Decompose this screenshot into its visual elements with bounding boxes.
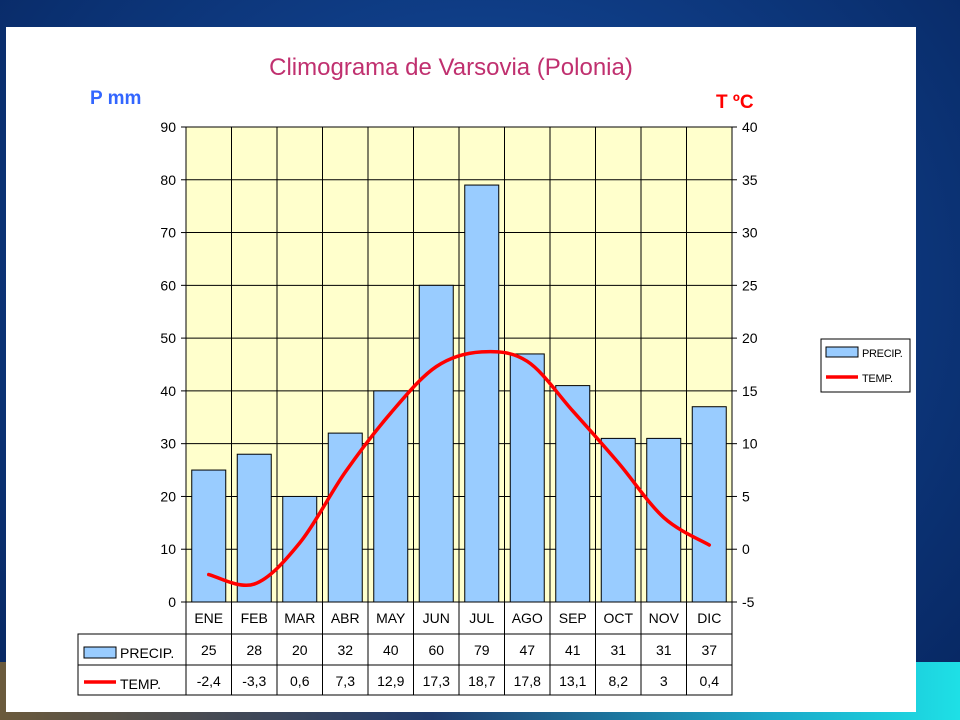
left-axis-tick-label: 10	[160, 541, 176, 557]
left-axis-title: P mm	[90, 88, 141, 109]
left-axis-tick-label: 80	[160, 172, 176, 188]
category-label-ago: AGO	[512, 610, 543, 626]
precip-value-dic: 37	[701, 642, 717, 658]
left-axis-tick-label: 90	[160, 119, 176, 135]
right-axis-tick-label: 5	[742, 488, 750, 504]
precip-value-ago: 47	[519, 642, 535, 658]
precip-bar-ago	[509, 353, 545, 603]
category-label-abr: ABR	[331, 610, 360, 626]
left-axis-tick-label: 0	[168, 594, 176, 610]
table-precip-label: PRECIP.	[120, 645, 174, 661]
category-label-jul: JUL	[469, 610, 494, 626]
legend-precip-label: PRECIP.	[862, 348, 903, 360]
precip-value-ene: 25	[201, 642, 217, 658]
temp-value-jun: 17,3	[423, 673, 450, 689]
precip-bar-abr	[327, 432, 363, 603]
temp-value-ene: -2,4	[197, 673, 221, 689]
left-axis-tick-label: 60	[160, 277, 176, 293]
category-label-ene: ENE	[194, 610, 223, 626]
precip-value-nov: 31	[656, 642, 672, 658]
right-axis-tick-label: 20	[742, 330, 758, 346]
precip-value-jul: 79	[474, 642, 490, 658]
category-label-feb: FEB	[241, 610, 268, 626]
right-axis-tick-label: 40	[742, 119, 758, 135]
category-label-mar: MAR	[284, 610, 315, 626]
left-axis-tick-label: 70	[160, 225, 176, 241]
left-axis-tick-label: 20	[160, 488, 176, 504]
temp-value-ago: 17,8	[514, 673, 541, 689]
left-axis-tick-label: 30	[160, 436, 176, 452]
left-axis-tick-label: 40	[160, 383, 176, 399]
table-precip-swatch	[83, 646, 117, 659]
temp-value-oct: 8,2	[609, 673, 629, 689]
right-axis-tick-label: 25	[742, 277, 758, 293]
precip-value-may: 40	[383, 642, 399, 658]
temp-value-may: 12,9	[377, 673, 404, 689]
temp-value-mar: 0,6	[290, 673, 310, 689]
temp-value-dic: 0,4	[700, 673, 720, 689]
table-temp-label: TEMP.	[120, 676, 161, 692]
precip-bar-nov	[646, 437, 682, 603]
precip-value-jun: 60	[428, 642, 444, 658]
climograph-chart: Climograma de Varsovia (Polonia) P mm T ºC…	[77, 54, 911, 696]
right-axis-tick-label: 10	[742, 436, 758, 452]
precip-value-oct: 31	[610, 642, 626, 658]
chart-title: Climograma de Varsovia (Polonia)	[269, 54, 633, 81]
legend-precip-swatch	[825, 346, 859, 358]
left-axis-tick-label: 50	[160, 330, 176, 346]
temp-value-feb: -3,3	[242, 673, 266, 689]
precip-value-feb: 28	[246, 642, 262, 658]
temp-value-nov: 3	[660, 673, 668, 689]
slide: Climograma de Varsovia (Polonia) P mm T ºC…	[6, 27, 916, 712]
temp-value-abr: 7,3	[336, 673, 356, 689]
category-label-sep: SEP	[559, 610, 587, 626]
precip-bar-feb	[236, 453, 272, 603]
precip-bar-ene	[191, 469, 227, 603]
precip-bar-dic	[691, 406, 727, 603]
precip-value-sep: 41	[565, 642, 581, 658]
category-label-nov: NOV	[649, 610, 680, 626]
precip-value-mar: 20	[292, 642, 308, 658]
precip-bar-oct	[600, 437, 636, 603]
precip-bar-jul	[464, 184, 500, 603]
temp-value-jul: 18,7	[468, 673, 495, 689]
category-label-dic: DIC	[697, 610, 721, 626]
right-axis-tick-label: 35	[742, 172, 758, 188]
precip-value-abr: 32	[337, 642, 353, 658]
category-label-jun: JUN	[423, 610, 450, 626]
category-label-may: MAY	[376, 610, 406, 626]
right-axis-title: T ºC	[716, 92, 754, 113]
right-axis-tick-label: 15	[742, 383, 758, 399]
precip-bar-jun	[418, 284, 454, 603]
temp-value-sep: 13,1	[559, 673, 586, 689]
precip-bar-may	[373, 390, 409, 603]
temp-line	[207, 349, 711, 587]
precip-bar-sep	[555, 385, 591, 603]
right-axis-tick-label: 0	[742, 541, 750, 557]
category-label-oct: OCT	[603, 610, 633, 626]
precip-bar-mar	[282, 495, 318, 603]
legend-temp-label: TEMP.	[862, 373, 893, 385]
right-axis-tick-label: -5	[742, 594, 755, 610]
right-axis-tick-label: 30	[742, 225, 758, 241]
